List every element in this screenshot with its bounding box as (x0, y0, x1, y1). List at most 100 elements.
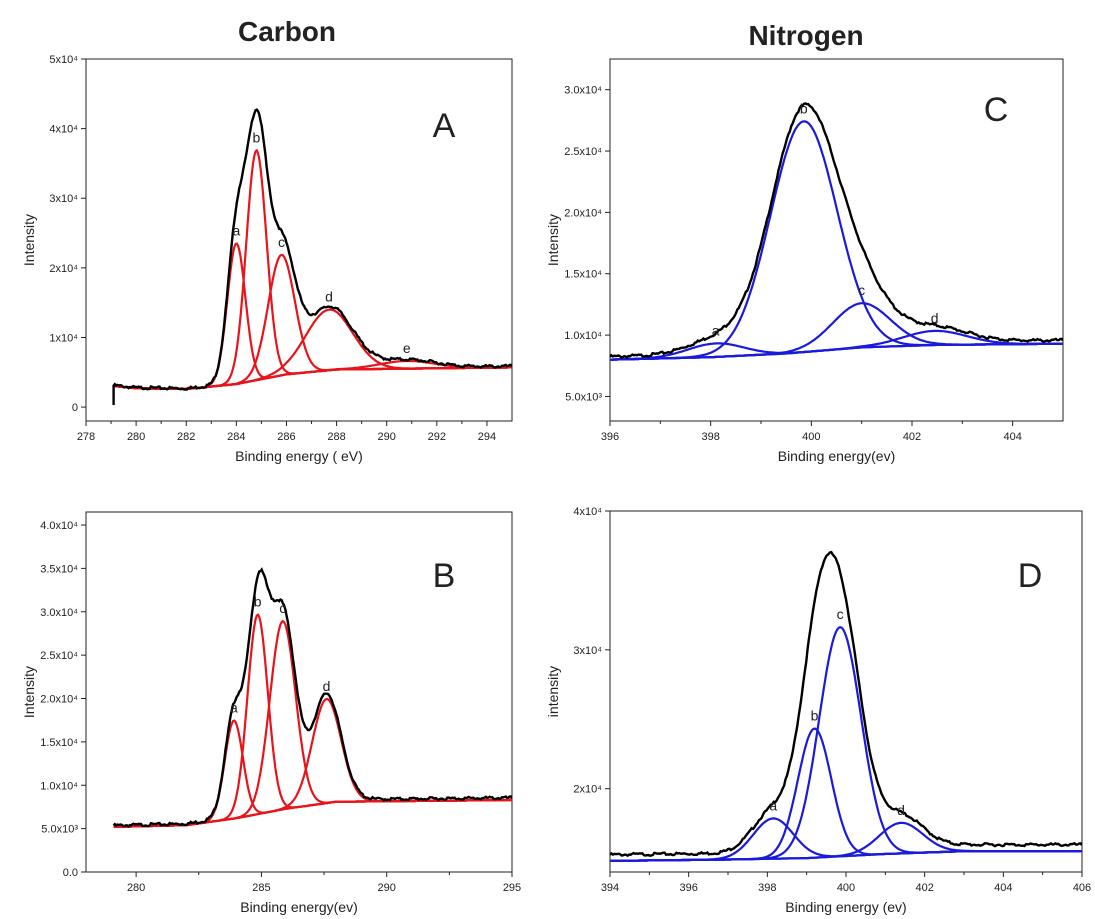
y-tick-label: 1.5x10⁴ (564, 269, 602, 281)
plot-frame (85, 58, 513, 422)
y-tick-label: 2x10⁴ (49, 263, 78, 275)
peak-label-d: d (897, 802, 905, 818)
peak-label-d: d (325, 289, 333, 305)
y-tick-label: 3x10⁴ (573, 645, 602, 657)
y-tick-label: 1.0x10⁴ (40, 780, 78, 792)
envelope-spectrum-line (610, 102, 1063, 359)
fit-component-b-line (610, 727, 1082, 862)
y-tick-label: 5.0x10³ (565, 391, 602, 403)
fit-component-b-line (610, 120, 1063, 361)
fit-component-d-line (610, 821, 1082, 862)
panel-letter: A (433, 107, 456, 145)
fit-component-c-line (610, 302, 1063, 361)
panel-d-nitrogen-spectrum: 394 396 398 400 402 404 406 2x10⁴ 3x10⁴ 4x10⁴ Bind… (545, 506, 1091, 915)
peak-label-b: b (811, 708, 819, 724)
envelope-spectrum-line (610, 550, 1082, 858)
y-tick-label: 1.5x10⁴ (40, 737, 78, 749)
y-axis-label: intensity (545, 666, 561, 717)
x-tick-label: 288 (327, 431, 345, 443)
y-axis-label: Intensity (545, 214, 561, 266)
fit-component-d-line (113, 308, 512, 391)
envelope-spectrum-line (112, 567, 512, 828)
peak-label-b: b (800, 100, 808, 116)
y-tick-label: 3.0x10⁴ (564, 85, 602, 97)
plot-frame (85, 511, 513, 873)
x-tick-label: 284 (227, 431, 245, 443)
carbon-column-title: Carbon (238, 16, 336, 47)
y-tick-label: 0 (72, 402, 78, 414)
y-tick-label: 5.0x10³ (41, 824, 78, 836)
x-tick-label: 398 (758, 882, 776, 894)
x-tick-label: 294 (478, 431, 496, 443)
fit-component-c-line (610, 626, 1082, 862)
y-tick-label: 4x10⁴ (573, 506, 602, 518)
x-tick-label: 394 (601, 882, 619, 894)
y-tick-label: 4x10⁴ (49, 124, 78, 136)
y-tick-label: 2x10⁴ (573, 784, 602, 796)
background-baseline-line (113, 366, 512, 391)
panel-c-nitrogen-spectrum: 396 398 400 402 404 5.0x10³ 1.0x10⁴ 1.5x10⁴ 2.0x… (545, 58, 1064, 464)
fit-component-d-line (610, 329, 1063, 361)
x-axis-label: Binding energy(ev) (778, 448, 896, 464)
y-axis-label: Intensity (21, 666, 37, 718)
x-tick-label: 396 (601, 431, 619, 443)
x-axis-label: Binding energy ( eV) (235, 448, 363, 464)
y-tick-label: 5x10⁴ (49, 54, 78, 66)
fit-component-d-line (113, 697, 512, 828)
y-tick-label: 3x10⁴ (49, 193, 78, 205)
x-tick-label: 402 (903, 431, 921, 443)
x-tick-label: 295 (503, 882, 521, 894)
peak-label-c: c (279, 600, 286, 616)
x-tick-label: 402 (915, 882, 933, 894)
x-tick-label: 282 (177, 431, 195, 443)
panel-b-carbon-spectrum: 280 285 290 295 0.0 5.0x10³ 1.0x10⁴ 1.5x10⁴ 2.0x… (21, 511, 521, 915)
nitrogen-column-title: Nitrogen (748, 20, 863, 51)
plot-area (112, 108, 512, 405)
x-tick-label: 400 (837, 882, 855, 894)
y-axis-label: Intensity (21, 214, 37, 266)
x-tick-label: 285 (252, 882, 270, 894)
peak-label-d: d (323, 678, 331, 694)
plot-frame (609, 510, 1083, 873)
peak-label-a: a (769, 797, 777, 813)
x-tick-label: 278 (77, 431, 95, 443)
peak-label-c: c (837, 606, 844, 622)
envelope-spectrum-line (112, 108, 512, 405)
x-tick-label: 290 (378, 882, 396, 894)
x-tick-label: 398 (701, 431, 719, 443)
y-tick-label: 3.5x10⁴ (40, 563, 78, 575)
x-tick-label: 280 (127, 882, 145, 894)
y-tick-label: 2.0x10⁴ (40, 694, 78, 706)
peak-label-a: a (230, 700, 238, 716)
x-tick-label: 280 (127, 431, 145, 443)
y-tick-label: 2.0x10⁴ (564, 207, 602, 219)
x-tick-label: 396 (679, 882, 697, 894)
y-tick-label: 1.0x10⁴ (564, 330, 602, 342)
x-tick-label: 404 (1003, 431, 1021, 443)
peak-label-c: c (858, 282, 865, 298)
panel-a-carbon-spectrum: 278 280 282 284 286 288 290 292 294 0 1x10⁴ 2x10⁴ 3x… (21, 54, 513, 464)
y-tick-label: 1x10⁴ (49, 332, 78, 344)
plot-area (610, 550, 1082, 862)
peak-label-e: e (403, 340, 411, 356)
x-tick-label: 406 (1073, 882, 1091, 894)
x-tick-label: 290 (378, 431, 396, 443)
y-tick-label: 3.0x10⁴ (40, 607, 78, 619)
panel-letter: D (1018, 557, 1043, 595)
peak-label-d: d (931, 310, 939, 326)
plot-area (610, 102, 1063, 361)
peak-label-b: b (254, 594, 262, 610)
peak-label-b: b (253, 129, 261, 145)
panel-letter: C (984, 91, 1009, 129)
y-tick-label: 0.0 (63, 867, 78, 879)
plot-frame (609, 58, 1064, 422)
x-axis-label: Binding energy(ev) (240, 899, 358, 915)
plot-area (112, 567, 512, 828)
y-tick-label: 2.5x10⁴ (40, 650, 78, 662)
panel-letter: B (433, 557, 456, 595)
x-tick-label: 400 (802, 431, 820, 443)
peak-label-a: a (712, 322, 720, 338)
y-tick-label: 4.0x10⁴ (40, 520, 78, 532)
peak-label-c: c (278, 234, 285, 250)
